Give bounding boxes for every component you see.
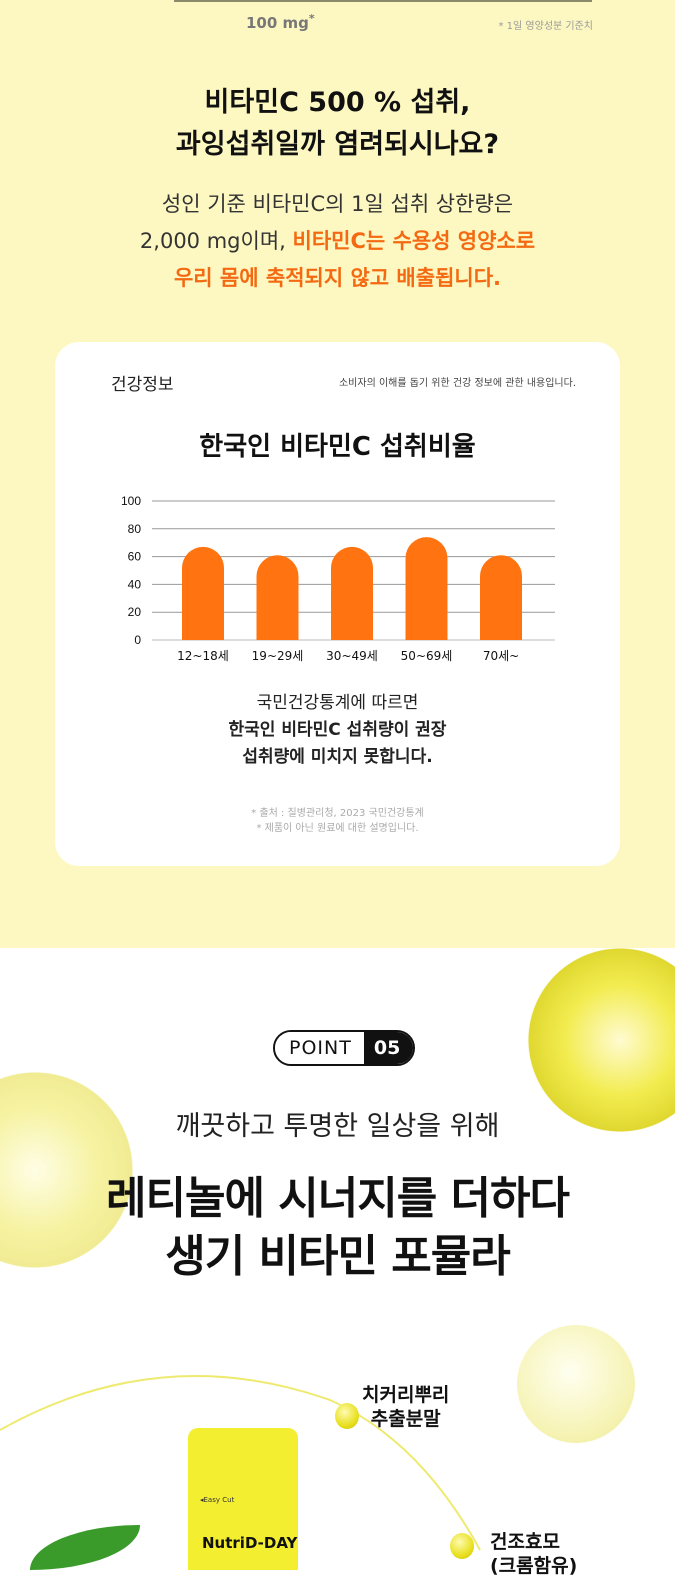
bar-chart: 0 20 40 60 80 100 12~18세 19~29세 30~49세 50~69세 70세~ [121, 494, 555, 663]
y-tick-label: 100 [121, 494, 141, 508]
bubble-image [520, 948, 675, 1138]
reference-note: * 1일 영양성분 기준치 [498, 21, 594, 32]
ingredient-arc [0, 1375, 481, 1551]
bubble-image [0, 1070, 135, 1270]
y-tick-label: 20 [128, 605, 142, 619]
bar [182, 546, 224, 640]
card-note: 소비자의 이해를 돕기 위한 건강 정보에 관한 내용입니다. [338, 378, 576, 389]
bar [256, 555, 299, 640]
amount-label: 100 mg* [246, 12, 315, 32]
ingredient-dot [335, 1403, 359, 1429]
body-text: 성인 기준 비타민C의 1일 섭취 상한량은 2,000 mg이며, 비타민C는… [139, 192, 536, 290]
y-tick-label: 0 [134, 633, 141, 647]
x-tick-label: 50~69세 [401, 649, 453, 663]
ingredient-label: 건조효모 (크롬함유) [490, 1531, 578, 1577]
vitamin-c-section: 100 mg* * 1일 영양성분 기준치 비타민C 500 % 섭취, 과잉섭… [0, 0, 675, 948]
bar [405, 537, 448, 640]
bar [331, 546, 373, 640]
x-tick-label: 70세~ [483, 649, 519, 663]
card-label: 건강정보 [111, 375, 174, 395]
health-info-card: 건강정보 소비자의 이해를 돕기 위한 건강 정보에 관한 내용입니다. 한국인… [55, 342, 620, 866]
divider [174, 0, 592, 2]
y-tick-label: 60 [128, 550, 142, 564]
x-tick-label: 30~49세 [326, 649, 378, 663]
chart-title: 한국인 비타민C 섭취비율 [199, 432, 476, 462]
ingredient-dot [450, 1533, 474, 1559]
x-tick-label: 12~18세 [177, 649, 229, 663]
bubble-image [517, 1325, 635, 1443]
x-tick-label: 19~29세 [252, 649, 304, 663]
headline: 비타민C 500 % 섭취, 과잉섭취일까 염려되시나요? [175, 87, 500, 160]
bar [480, 555, 522, 640]
ingredient-label: 치커리뿌리 추출분말 [362, 1384, 450, 1430]
point-title: 레티놀에 시너지를 더하다 생기 비타민 포뮬라 [106, 1173, 570, 1282]
card-description: 국민건강통계에 따르면 한국인 비타민C 섭취량이 권장 섭취량에 미치지 못합… [228, 693, 447, 767]
y-tick-label: 40 [128, 577, 142, 591]
product-tube-image: ◂Easy Cut NutriD-DAY [188, 1428, 298, 1570]
source-notes: * 출처 : 질병관리청, 2023 국민건강통계 * 제품이 아닌 원료에 대… [251, 808, 424, 834]
point-badge: POINT 05 [273, 1030, 416, 1066]
point-subtitle: 깨끗하고 투명한 일상을 위해 [175, 1111, 500, 1142]
y-tick-label: 80 [128, 522, 142, 536]
